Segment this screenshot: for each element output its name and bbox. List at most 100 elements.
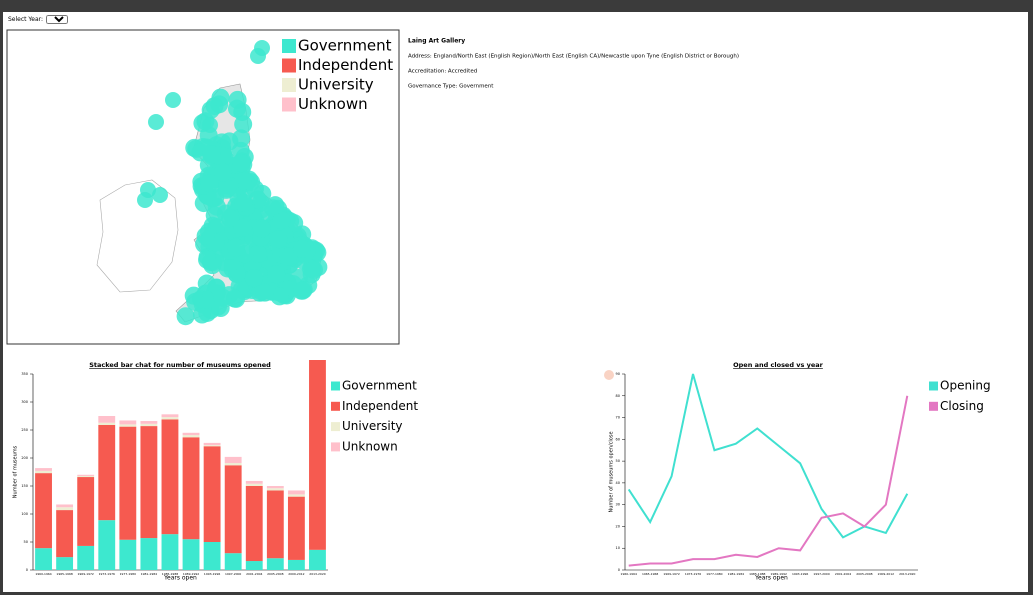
legend-label: University [342,419,403,433]
bar-segment [161,419,179,535]
museum-dot [270,287,289,306]
museum-dot [234,115,253,134]
select-label: Select Year: [8,16,44,23]
bar-segment [245,561,263,570]
bar-segment [182,432,200,436]
bar-segment [35,468,52,471]
y-tick-label: 250 [21,428,28,432]
bar-segment [203,442,221,446]
x-tick-label: 1981-1984 [141,572,157,576]
bar-segment [119,420,137,425]
x-tick-label: 1997-2000 [813,572,829,576]
x-tick-label: 1965-1968 [56,572,72,576]
x-tick-label: 1973-1976 [685,572,701,576]
museum-dot [198,250,217,269]
bar-segment [35,473,52,549]
bar-segment [77,477,95,546]
museum-dot [152,187,168,203]
legend-swatch [282,97,296,112]
y-tick-label: 0 [26,568,28,572]
museum-dot [184,286,203,305]
bar-segment [98,422,116,425]
y-axis-label: Number of museums [13,445,19,498]
x-tick-label: 1997-2000 [225,572,241,576]
x-tick-label: 2009-2012 [878,572,894,576]
y-tick-label: 80 [616,394,620,398]
museum-dot [200,174,219,193]
y-tick-label: 70 [616,416,620,420]
legend-label: Government [298,37,392,55]
bar-segment [203,445,221,447]
legend-label: Government [342,379,417,393]
museum-dot [269,230,288,249]
bar-segment [266,558,284,570]
x-tick-label: 1993-1996 [792,572,808,576]
museum-dot [232,154,251,173]
y-tick-label: 10 [616,546,620,550]
legend-swatch [331,442,340,452]
bar-segment [77,474,95,476]
museum-dot [266,196,285,215]
bar-segment [98,520,116,570]
bar-segment [309,549,326,570]
y-tick-label: 60 [616,437,620,441]
legend-swatch [331,422,340,432]
bar-segment [245,486,263,562]
chart-title: Open and closed vs year [733,361,824,369]
bar-segment [119,539,137,570]
bar-segment [140,423,158,427]
y-tick-label: 90 [616,372,620,376]
museum-dot [165,92,181,108]
x-tick-label: 1985-1988 [749,572,765,576]
museum-dot [202,117,218,133]
legend-label: Opening [940,379,991,393]
museum-dot [279,247,298,266]
x-tick-label: 2005-2008 [267,572,283,576]
year-select[interactable]: All [46,15,69,24]
bar-segment [266,486,284,489]
museum-dot [249,244,268,263]
bar-segment [266,490,284,559]
bar-segment [56,510,74,558]
bar-segment [56,507,74,511]
museum-dot [267,265,286,284]
x-tick-label: 1977-1980 [120,572,136,576]
legend-swatch [282,39,296,53]
museum-dot [234,193,253,212]
bar-segment [56,504,74,508]
line-series [627,373,909,539]
museum-accreditation: Accreditation: Accredited [408,69,477,75]
museum-dot [250,48,266,64]
bar-segment [224,456,242,464]
museum-dot [211,88,230,107]
museum-dot [292,239,311,258]
bar-segment [182,437,200,540]
y-tick-label: 350 [21,372,28,376]
legend-label: Independent [342,399,418,413]
museum-dot [252,219,271,238]
museum-address: Address: England/North East (English Reg… [408,54,739,60]
bar-segment [224,465,242,554]
museum-dot [255,283,274,302]
bar-segment [98,416,116,423]
legend-label: Unknown [342,439,398,453]
bar-segment [203,446,221,542]
x-tick-label: 1969-1972 [663,572,679,576]
x-axis-label: Years open [163,575,197,582]
x-tick-label: 2013-2020 [899,572,915,576]
legend-swatch [929,401,938,411]
museum-dot [202,145,221,164]
museum-dot [218,259,237,278]
museum-dot [194,194,213,213]
y-tick-label: 50 [24,540,28,544]
bar-segment [77,545,95,570]
museum-dot [221,209,240,228]
bar-segment [287,494,305,497]
x-tick-label: 1969-1972 [77,572,93,576]
bar-segment [309,360,326,550]
bar-segment [182,435,200,438]
line-series [628,395,909,567]
bar-segment [161,534,179,570]
